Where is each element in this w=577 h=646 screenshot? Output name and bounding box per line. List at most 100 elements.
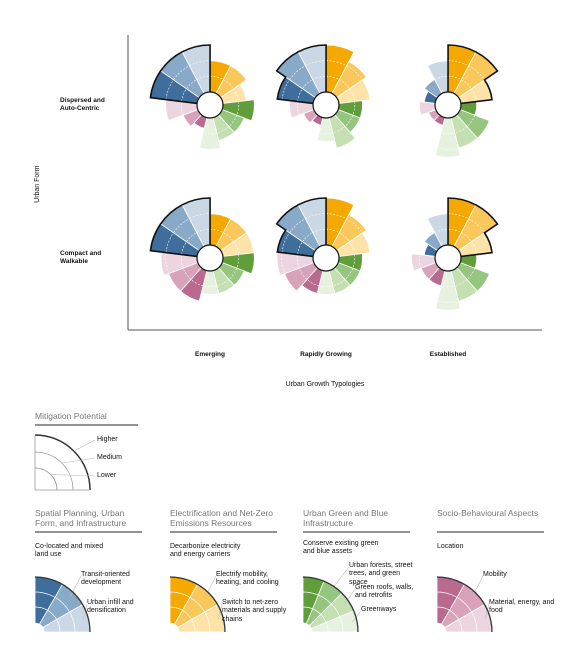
ring [352, 101, 355, 116]
column-label: Emerging [195, 351, 225, 358]
legend-ring [302, 606, 329, 633]
leader [485, 603, 490, 620]
ring [306, 279, 320, 287]
rose-chart [418, 44, 499, 158]
ring [312, 76, 327, 80]
category-item: Switch to net-zero materials and supply … [222, 599, 287, 623]
ring [344, 268, 354, 280]
hole [312, 244, 340, 272]
ring [434, 76, 449, 80]
legend-arc [34, 434, 91, 491]
hole [434, 91, 462, 119]
highlight-outline [447, 44, 499, 105]
leader [472, 575, 484, 597]
ring [471, 88, 477, 102]
ring [332, 126, 346, 134]
ring [298, 268, 308, 280]
legend-outline [302, 576, 359, 633]
ring [228, 115, 238, 127]
ring [223, 79, 234, 89]
ring [466, 268, 476, 280]
ring [223, 232, 234, 242]
legend-ring [169, 591, 211, 633]
rose-chart [275, 197, 371, 295]
ring [319, 132, 333, 134]
ring [233, 88, 239, 102]
hole [312, 91, 340, 119]
ring [186, 79, 197, 89]
legend-ring [302, 591, 344, 633]
legend-outline [169, 576, 226, 633]
ring [344, 115, 354, 127]
ring [454, 126, 468, 134]
leader [218, 603, 223, 620]
leader [73, 439, 96, 452]
ring [339, 232, 350, 242]
ring [233, 241, 239, 255]
category-item: Conserve existing green and blue assets [303, 540, 379, 556]
category-item: Material, energy, and food [489, 599, 555, 615]
ring [190, 279, 204, 287]
hole [196, 244, 224, 272]
rose-chart [149, 44, 255, 150]
legend-ring [436, 606, 463, 633]
ring [236, 254, 239, 269]
leader [344, 588, 356, 605]
legend-ring [436, 591, 478, 633]
category-item: Urban infill and densification [87, 599, 134, 615]
ring [437, 147, 459, 150]
column-label: Established [429, 351, 467, 358]
category-title: Spatial Planning, Urban Form, and Infras… [35, 508, 127, 528]
legend-ring [34, 606, 61, 633]
ring [441, 285, 455, 287]
legend-outline [34, 576, 91, 633]
category-title: Electrification and Net-Zero Emissions R… [170, 508, 273, 528]
ring [236, 101, 239, 116]
category-item: Electrify mobility, heating, and cooling [216, 571, 279, 587]
legend-arc [34, 467, 58, 491]
ring [196, 229, 211, 233]
ring [216, 279, 230, 287]
ring [349, 88, 355, 102]
ring [203, 285, 217, 287]
category-title: Socio-Behavioural Aspects [437, 508, 539, 518]
ring [471, 241, 477, 255]
ring [312, 229, 327, 233]
ring [228, 268, 238, 280]
leader [50, 474, 96, 477]
legend-level: Higher [97, 436, 118, 443]
legend-arc [34, 451, 74, 491]
leader [70, 575, 82, 597]
ring [437, 300, 459, 303]
ring [196, 76, 211, 80]
ring [352, 254, 355, 269]
highlight-outline [447, 197, 499, 258]
ring [302, 232, 313, 242]
ring [319, 285, 333, 287]
ring [203, 132, 217, 134]
category-item: Location [437, 543, 464, 550]
ring [441, 132, 455, 134]
ring [349, 241, 355, 255]
highlight-outline [149, 197, 211, 258]
category-item: Co-located and mixed land use [35, 543, 104, 559]
highlight-outline [275, 197, 327, 258]
legend-ring [169, 606, 196, 633]
category-item: Green roofs, walls, and retrofits [355, 584, 414, 600]
rose-chart [149, 197, 255, 302]
column-label: Rapidly Growing [300, 351, 352, 358]
leader [83, 603, 88, 620]
ring [216, 126, 230, 134]
category-item: Greenways [361, 606, 397, 613]
hole [196, 91, 224, 119]
leader [205, 575, 217, 597]
ring [461, 79, 472, 89]
ring [332, 279, 346, 287]
legend-level: Medium [97, 454, 122, 461]
category-item: Urban forests, street trees, and green s… [349, 562, 413, 586]
ring [297, 101, 300, 116]
category-item: Mobility [483, 571, 507, 578]
highlight-outline [275, 44, 327, 105]
